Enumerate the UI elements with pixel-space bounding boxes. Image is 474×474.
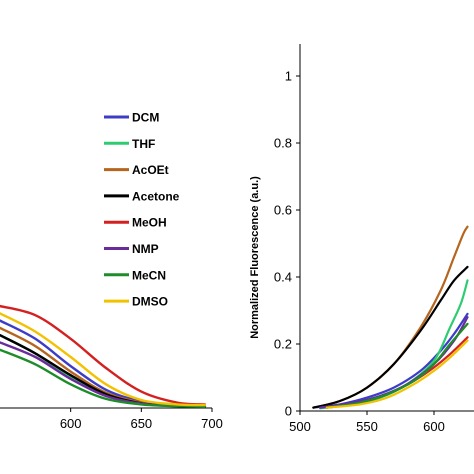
right-y-tick-label-1: 0.2 [274,337,292,352]
legend-label-nmp: NMP [132,242,159,256]
left-x-tick-label-700: 700 [201,416,223,431]
right-series-mecn [325,322,469,409]
right-y-tick-label-3: 0.6 [274,203,292,218]
right-y-tick-label-0: 0 [285,404,292,419]
right-y-tick-label-4: 0.8 [274,136,292,151]
legend-label-acetone: Acetone [132,189,180,203]
left-series-meoh [0,304,207,406]
right-y-axis-title: Normalized Fluorescence (a.u.) [249,176,261,339]
right-x-tick-label-550: 550 [356,419,378,434]
right-x-tick-label-500: 500 [289,419,311,434]
right-series-acoet [312,225,469,409]
right-x-tick-label-600: 600 [423,419,445,434]
right-series-dmso [325,339,469,409]
right-y-tick-label-5: 1 [285,69,292,84]
legend-label-dcm: DCM [132,111,159,125]
left-chart: 600 650 700 DCM THF AcOEt Acetone MeOH NMP MeCN DM… [0,111,223,431]
legend-label-thf: THF [132,137,155,151]
legend-label-meoh: MeOH [132,216,167,230]
left-series-dmso [0,312,207,407]
legend-label-dmso: DMSO [132,295,168,309]
legend-label-acoet: AcOEt [132,163,169,177]
left-x-tick-label-600: 600 [60,416,82,431]
right-chart: 0 0.2 0.4 0.6 0.8 1 500 550 600 Normalized Fluore… [249,44,474,434]
left-series-mecn [0,348,207,408]
legend-label-mecn: MeCN [132,268,166,282]
right-y-tick-label-2: 0.4 [274,270,292,285]
right-series-acetone [312,265,469,409]
left-x-tick-label-650: 650 [130,416,152,431]
